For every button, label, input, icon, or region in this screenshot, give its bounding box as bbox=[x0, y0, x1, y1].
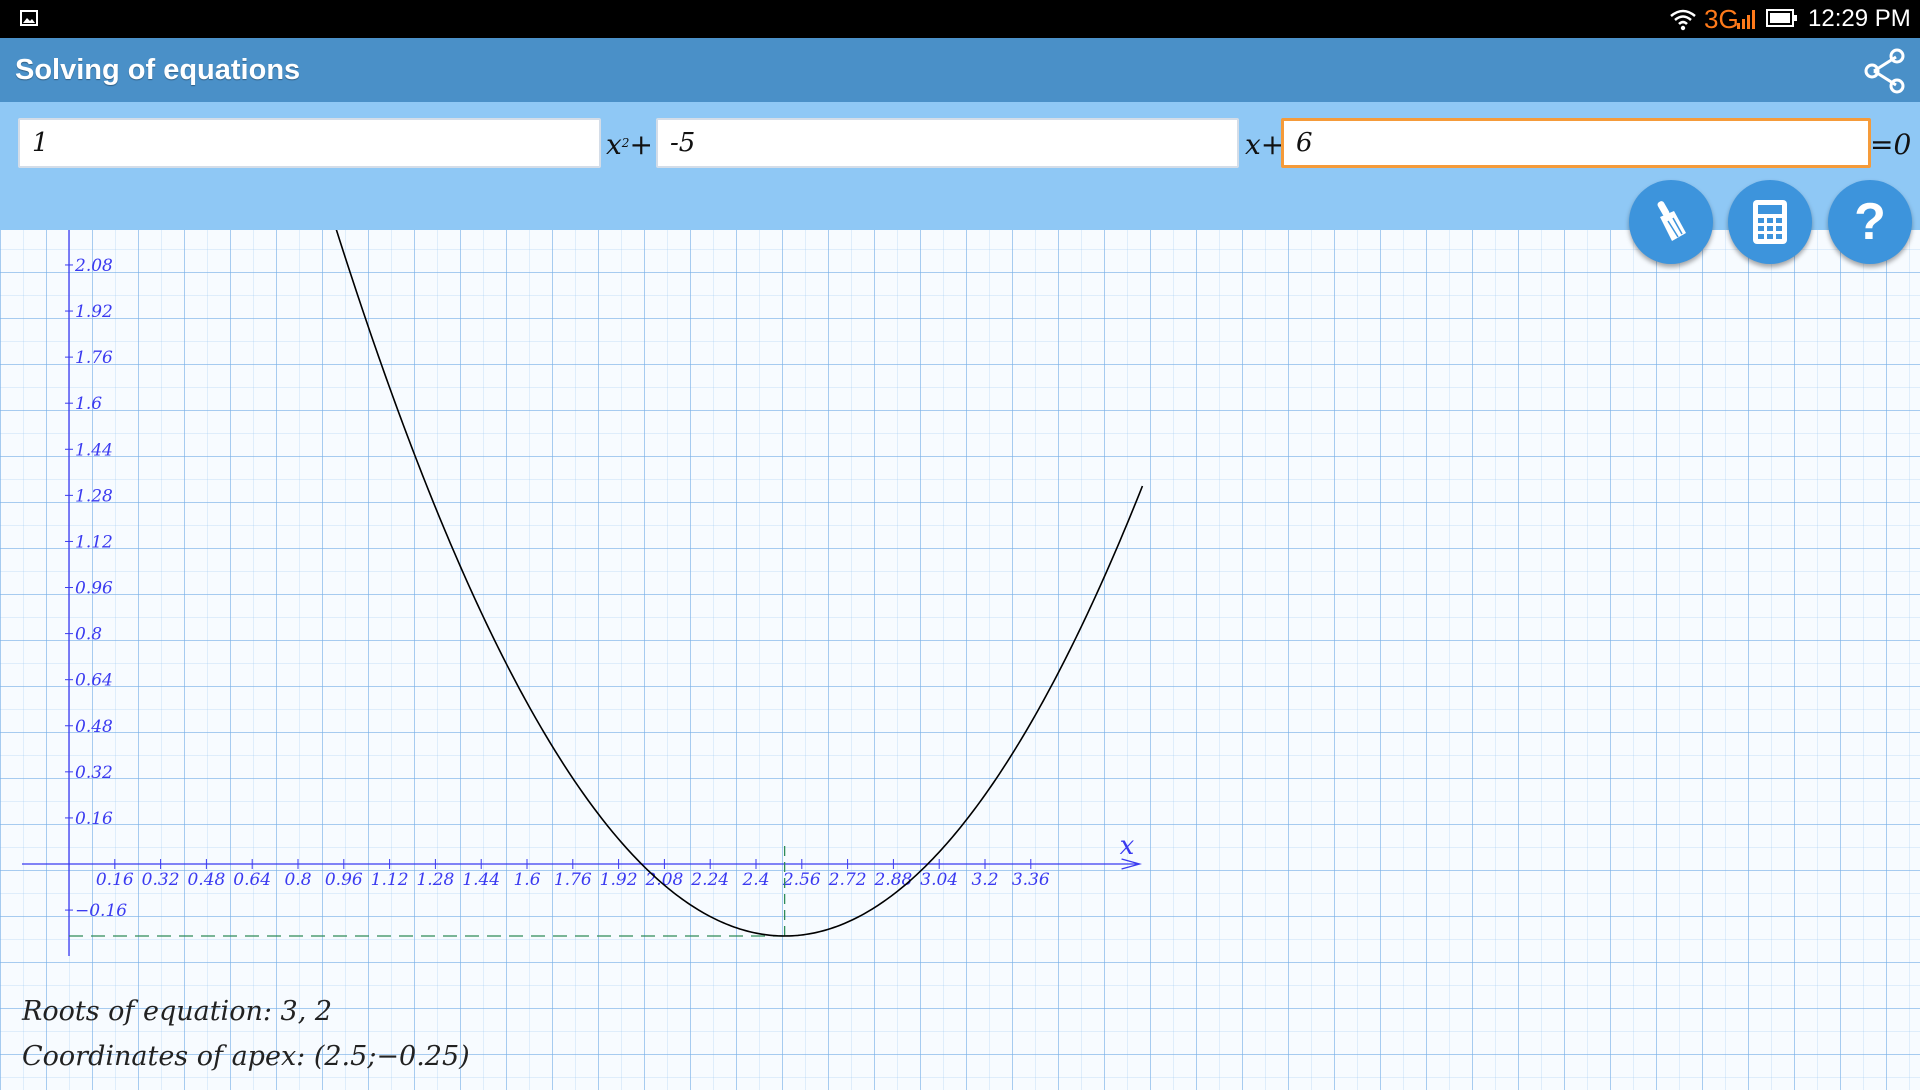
y-tick-label: 0.48 bbox=[75, 717, 113, 737]
app-bar: Solving of equations bbox=[0, 38, 1920, 102]
gallery-icon bbox=[20, 10, 38, 26]
x-plus-label: x+ bbox=[1245, 128, 1285, 161]
x-tick-label: 3.2 bbox=[971, 870, 998, 890]
y-tick-label: 1.44 bbox=[75, 440, 113, 460]
signal-icon bbox=[1737, 10, 1755, 29]
y-tick-label: 0.16 bbox=[75, 809, 113, 829]
broom-icon bbox=[1657, 201, 1686, 241]
app-title: Solving of equations bbox=[15, 54, 301, 86]
coefficient-b-input[interactable] bbox=[656, 118, 1239, 168]
y-tick-label: 1.28 bbox=[75, 486, 113, 506]
y-tick-label: 1.92 bbox=[75, 302, 113, 322]
roots-result: Roots of equation: 3, 2 bbox=[22, 996, 333, 1027]
x-squared-label: x2+ bbox=[606, 128, 653, 162]
equals-zero-label: =0 bbox=[1870, 128, 1912, 161]
clear-button[interactable] bbox=[1629, 180, 1713, 264]
parabola-curve bbox=[335, 230, 1144, 937]
y-tick-label: 0.8 bbox=[75, 625, 102, 645]
help-label: ? bbox=[1854, 193, 1886, 251]
x-tick-label: 1.12 bbox=[371, 870, 409, 890]
parabola-chart: x 0.16 0.32 0.48 0.64 0.8 0.96 1.12 1.28 1.44 1.6 1… bbox=[22, 230, 1144, 956]
x-tick-label: 3.36 bbox=[1012, 870, 1050, 890]
x-tick-label: 2.24 bbox=[690, 870, 729, 890]
plus-sign: + bbox=[629, 128, 653, 161]
graph-area: x 0.16 0.32 0.48 0.64 0.8 0.96 1.12 1.28 1.44 1.6 1… bbox=[0, 230, 1920, 1090]
coefficient-c-input[interactable] bbox=[1281, 118, 1871, 168]
wifi-icon bbox=[1670, 9, 1696, 31]
y-tick-label: −0.16 bbox=[75, 901, 127, 921]
x-tick-label: 0.8 bbox=[284, 870, 311, 890]
x-tick-label: 2.56 bbox=[782, 870, 821, 890]
x-axis-arrow bbox=[1121, 858, 1142, 870]
y-tick-label: 1.76 bbox=[75, 348, 113, 368]
coefficient-a-input[interactable] bbox=[18, 118, 601, 168]
x-tick-label: 1.28 bbox=[416, 870, 454, 890]
x-tick-label: 0.96 bbox=[325, 870, 363, 890]
battery-icon bbox=[1766, 9, 1797, 27]
x-tick-label: 1.92 bbox=[600, 870, 638, 890]
y-tick-label: 1.6 bbox=[75, 394, 102, 414]
x-tick-label: 0.32 bbox=[142, 870, 180, 890]
apex-result: Coordinates of apex: (2.5;−0.25) bbox=[22, 1041, 470, 1072]
calculator-button[interactable] bbox=[1728, 180, 1812, 264]
clock: 12:29 PM bbox=[1808, 5, 1911, 32]
x-squared-variable: x bbox=[606, 128, 622, 161]
x-tick-label: 2.4 bbox=[741, 870, 769, 890]
x-tick-label: 2.88 bbox=[873, 870, 912, 890]
y-tick-label: 0.96 bbox=[75, 579, 113, 599]
calculator-icon bbox=[1753, 200, 1787, 244]
status-bar: 3G 12:29 PM bbox=[0, 0, 1920, 38]
x-tick-label: 1.6 bbox=[513, 870, 540, 890]
x-tick-label: 0.48 bbox=[187, 870, 225, 890]
x-tick-label: 3.04 bbox=[920, 870, 958, 890]
x-tick-label: 0.64 bbox=[233, 870, 271, 890]
network-type: 3G bbox=[1704, 4, 1739, 34]
y-tick-label: 0.64 bbox=[75, 671, 113, 691]
y-tick-label: 0.32 bbox=[75, 763, 113, 783]
y-tick-label: 2.08 bbox=[74, 256, 113, 276]
x-squared-exponent: 2 bbox=[621, 136, 630, 150]
x-tick-label: 2.72 bbox=[828, 870, 867, 890]
x-axis-label: x bbox=[1120, 831, 1135, 861]
x-tick-label: 1.44 bbox=[462, 870, 500, 890]
y-tick-label: 1.12 bbox=[75, 532, 113, 552]
share-icon[interactable] bbox=[1860, 46, 1910, 96]
x-tick-label: 1.76 bbox=[554, 870, 592, 890]
equation-panel: x2+ x+ =0 bbox=[0, 102, 1920, 230]
x-tick-label: 0.16 bbox=[96, 870, 134, 890]
x-tick-label: 2.08 bbox=[644, 870, 683, 890]
help-button[interactable]: ? bbox=[1828, 180, 1912, 264]
